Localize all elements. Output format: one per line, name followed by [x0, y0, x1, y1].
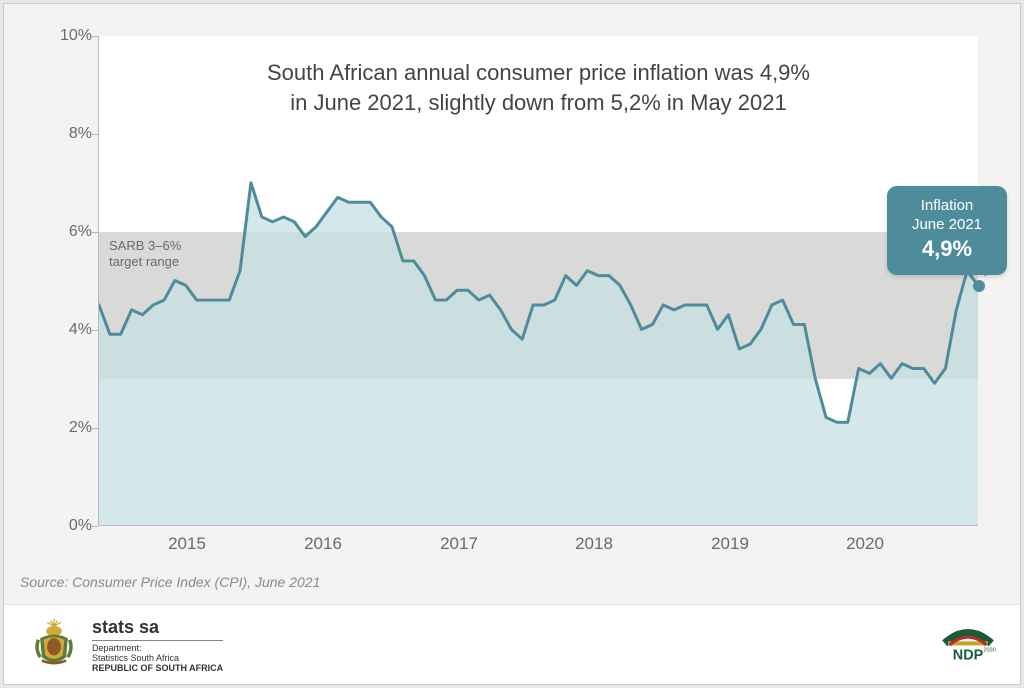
xtick-2016: 2016 [304, 534, 342, 554]
target-band [99, 232, 978, 379]
stats-sa-logo-block: stats sa Department: Statistics South Af… [28, 617, 223, 673]
ndp-year: 2030 [983, 647, 995, 653]
xtick-2020: 2020 [846, 534, 884, 554]
target-band-label: SARB 3–6% target range [109, 238, 181, 271]
ytick-8: 8% [52, 125, 92, 143]
ytick-6: 6% [52, 223, 92, 241]
chart-title: South African annual consumer price infl… [99, 58, 978, 117]
ytick-2: 2% [52, 419, 92, 437]
ndp-logo-icon: NDP 2030 [940, 621, 996, 669]
ytick-0: 0% [52, 517, 92, 535]
ytick-4: 4% [52, 321, 92, 339]
series-end-marker [973, 280, 985, 292]
chart-frame: 0% 2% 4% 6% 8% 10% SARB 3–6% target rang… [3, 3, 1021, 685]
ndp-text: NDP [953, 647, 984, 663]
plot-region: SARB 3–6% target range South African ann… [98, 36, 978, 526]
xtick-2017: 2017 [440, 534, 478, 554]
inflation-callout: Inflation June 2021 4,9% [887, 186, 1007, 276]
sa-coat-of-arms-icon [28, 619, 80, 671]
footer: stats sa Department: Statistics South Af… [4, 604, 1020, 684]
xtick-2019: 2019 [711, 534, 749, 554]
source-citation: Source: Consumer Price Index (CPI), June… [20, 574, 320, 590]
stats-sa-text: stats sa Department: Statistics South Af… [92, 617, 223, 673]
ytick-10: 10% [52, 27, 92, 45]
xtick-2018: 2018 [575, 534, 613, 554]
xtick-2015: 2015 [168, 534, 206, 554]
chart-area: 0% 2% 4% 6% 8% 10% SARB 3–6% target rang… [58, 26, 996, 556]
